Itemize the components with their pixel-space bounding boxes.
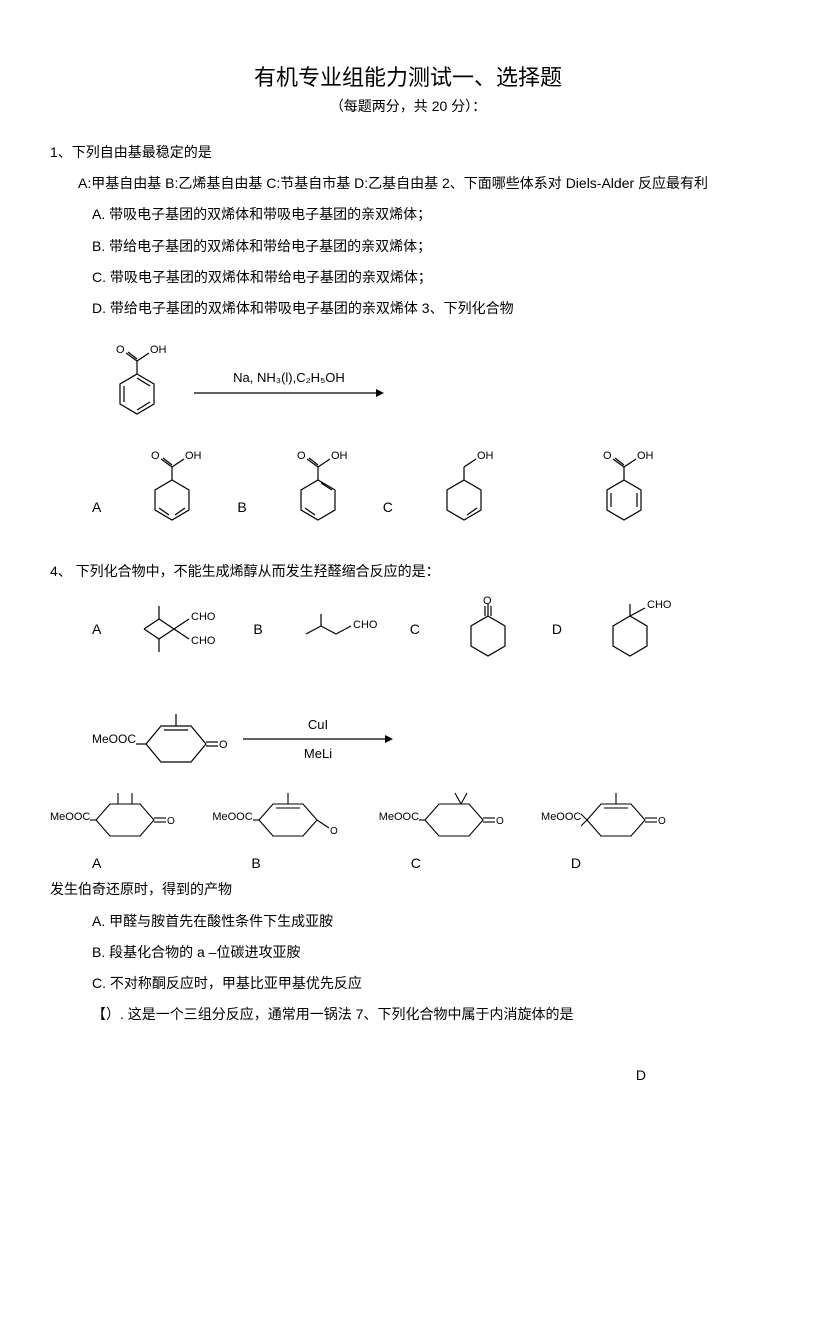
meooc-D: MeOOC [541,811,581,823]
reagent-label: Na, NH₃(l),C₂H₅OH [233,370,345,385]
q4-options: A CHO CHO B CHO C O D [50,594,766,664]
label-C: C [383,499,393,515]
q5-sm-icon: O [136,704,231,774]
q4-C-icon: O [448,594,528,664]
q5-letter-A: A [92,855,101,871]
q4-A-icon: CHO CHO [129,594,229,664]
q3-A-icon: O OH [127,445,217,535]
page-title: 有机专业组能力测试一、选择题 [50,60,766,92]
q5-letter-B: B [251,855,260,871]
q6-C: C. 不对称酮反应时，甲基比亚甲基优先反应 [50,971,766,996]
svg-text:O: O [658,816,666,827]
svg-text:OH: OH [477,450,494,462]
q4-D-icon: CHO [590,594,690,664]
q6-B: B. 段基化合物的 a –位碳进攻亚胺 [50,940,766,965]
svg-text:O: O [483,595,492,607]
q5-C-icon: O [419,784,511,849]
q4-stem: 4、 下列化合物中，不能生成烯醇从而发生羟醛缩合反应的是： [50,559,766,584]
meooc-B: MeOOC [212,811,252,823]
benzoic-acid-icon: O OH [92,339,182,429]
svg-text:O: O [297,450,306,462]
meooc-label: MeOOC [92,732,136,746]
q1-opts-inline: A:甲基自由基 B:乙烯基自由基 C:节基自市基 D:乙基自由基 2、下面哪些体… [50,171,766,196]
q5-A-icon: O [90,784,182,849]
label-A: A [92,499,101,515]
q5-letter-C: C [411,855,421,871]
svg-text:CHO: CHO [353,619,378,631]
q3-C-icon: OH [419,445,509,535]
q4-A-label: A [92,621,101,637]
svg-text:O: O [603,450,612,462]
label-B: B [237,499,246,515]
q1-stem: 1、下列自由基最稳定的是 [50,140,766,165]
arrow-icon [194,387,384,399]
meooc-C: MeOOC [379,811,419,823]
page-subtitle: （每题两分，共 20 分）： [50,96,766,116]
q1-A: A. 带吸电子基团的双烯体和带吸电子基团的亲双烯体； [50,202,766,227]
q6-D: 【）. 这是一个三组分反应，通常用一锅法 7、下列化合物中属于内消旋体的是 [50,1002,766,1027]
q3-B-icon: O OH [273,445,363,535]
svg-text:CHO: CHO [191,635,216,647]
svg-text:OH: OH [185,450,202,462]
svg-text:OH: OH [331,450,348,462]
q5-letters: A B C D [50,855,766,871]
svg-text:O: O [151,450,160,462]
q4-B-label: B [253,621,262,637]
svg-text:O: O [116,344,125,356]
svg-text:OH: OH [637,450,654,462]
svg-text:O: O [219,739,228,751]
svg-text:CHO: CHO [647,599,672,611]
q1-C: C. 带吸电子基团的双烯体和带给电子基团的亲双烯体； [50,265,766,290]
q3-reaction: O OH Na, NH₃(l),C₂H₅OH [50,339,766,429]
meli-label: MeLi [304,746,332,761]
q3-options: A O OH B O OH C OH [50,445,766,535]
meooc-A: MeOOC [50,811,90,823]
svg-text:O: O [167,816,175,827]
arrow-icon-2 [243,734,393,744]
q1-D: D. 带给电子基团的双烯体和带吸电子基团的亲双烯体 3、下列化合物 [50,296,766,321]
svg-text:O: O [496,816,504,827]
q5-options: MeOOC O MeOOC O MeOOC [50,784,766,849]
q1-B: B. 带给电子基团的双烯体和带给电子基团的亲双烯体； [50,234,766,259]
svg-text:O: O [330,826,338,837]
q4-D-label: D [552,621,562,637]
q6-pre: 发生伯奇还原时，得到的产物 [50,877,766,902]
q4-C-label: C [410,621,420,637]
svg-text:OH: OH [150,344,167,356]
q5-B-icon: O [253,784,349,849]
svg-text:CHO: CHO [191,611,216,623]
q4-B-icon: CHO [291,602,386,657]
q6-A: A. 甲醛与胺首先在酸性条件下生成亚胺 [50,909,766,934]
cui-label: CuI [308,717,328,732]
last-D: D [50,1067,766,1083]
q5-D-icon: O [581,784,673,849]
q5-letter-D: D [571,855,581,871]
q3-D-icon: O OH [579,445,669,535]
q5-reaction: MeOOC O CuI MeLi [50,704,766,774]
